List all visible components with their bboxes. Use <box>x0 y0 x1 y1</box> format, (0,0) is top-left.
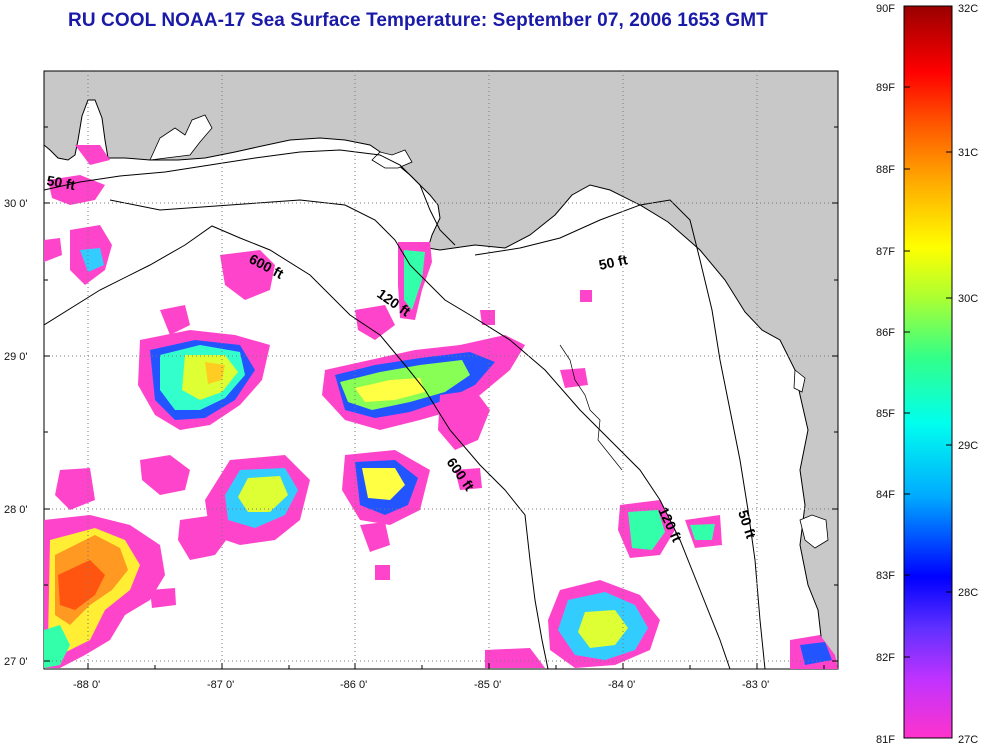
sst-patch <box>75 145 110 165</box>
sst-patch <box>375 565 390 580</box>
sst-patch <box>362 468 405 500</box>
colorbar-gradient <box>903 5 953 739</box>
sst-patch <box>580 290 592 302</box>
sst-patch <box>160 305 190 335</box>
colorbar-f-label: 85F <box>876 408 895 420</box>
sst-patch <box>44 238 62 262</box>
colorbar-f-label: 81F <box>876 734 895 746</box>
land-mass <box>44 71 838 669</box>
bay-inlet <box>793 369 806 393</box>
colorbar-f-label: 83F <box>876 570 895 582</box>
colorbar-f-label: 86F <box>876 327 895 339</box>
lon-label: -85 0' <box>474 679 501 691</box>
sst-patch <box>455 468 482 490</box>
sst-patch <box>404 250 425 310</box>
bay-inlet <box>799 514 829 549</box>
contour-50ft-east <box>474 199 766 669</box>
colorbar-c-label: 31C <box>958 147 978 159</box>
lon-label: -83 0' <box>742 679 769 691</box>
colorbar-c-label: 28C <box>958 587 978 599</box>
lat-label: 27 0' <box>4 656 28 668</box>
colorbar-c-label: 29C <box>958 440 978 452</box>
sst-patch <box>48 175 105 205</box>
colorbar-f-label: 88F <box>876 164 895 176</box>
lat-label: 28 0' <box>4 504 28 516</box>
sst-patch <box>578 610 628 648</box>
sst-patch <box>150 588 176 608</box>
contour-label: 50 ft <box>45 172 76 193</box>
sst-patch <box>355 378 425 402</box>
bay-inlet <box>371 149 413 169</box>
lon-label: -84 0' <box>608 679 635 691</box>
grid-lines <box>44 71 838 669</box>
sst-patch <box>178 515 230 560</box>
contour-600ft <box>44 225 549 669</box>
sst-patch <box>205 362 225 384</box>
colorbar-f-label: 84F <box>876 489 895 501</box>
lat-label: 30 0' <box>4 198 28 210</box>
sst-patch <box>485 648 545 668</box>
colorbar-c-label: 32C <box>958 3 978 15</box>
colorbar-c-label: 30C <box>958 293 978 305</box>
lon-label: -87 0' <box>207 679 234 691</box>
lat-label: 29 0' <box>4 351 28 363</box>
colorbar-f-label: 82F <box>876 652 895 664</box>
sst-patch <box>55 468 95 510</box>
colorbar-ticks <box>904 86 952 658</box>
sst-patch <box>560 368 588 388</box>
contour-label: 50 ft <box>597 251 629 273</box>
sst-patch <box>80 248 104 272</box>
lon-label: -88 0' <box>73 679 100 691</box>
sst-patch <box>58 560 105 610</box>
sst-patch <box>690 524 715 540</box>
colorbar-f-label: 89F <box>876 82 895 94</box>
sst-patch <box>238 476 288 512</box>
sst-patch <box>628 510 665 550</box>
sst-patch <box>44 625 70 668</box>
colorbar: 90F 89F 88F 87F 86F 85F 84F 83F 82F 81F … <box>876 3 978 746</box>
map-title: RU COOL NOAA-17 Sea Surface Temperature:… <box>68 10 768 31</box>
sst-patch <box>480 310 495 325</box>
sst-patch <box>140 455 190 495</box>
axis-ticks <box>44 126 838 669</box>
colorbar-f-label: 90F <box>876 3 895 15</box>
contour-50ft-west <box>44 149 456 246</box>
colorbar-c-label: 27C <box>958 734 978 746</box>
bay-inlet <box>149 114 213 161</box>
sst-patch <box>355 305 395 340</box>
sst-patch <box>360 522 390 552</box>
coastline-detail <box>559 344 623 471</box>
sst-patch <box>220 250 275 300</box>
sst-patch <box>800 642 832 665</box>
sst-patch <box>438 390 490 450</box>
sst-patches <box>44 145 838 669</box>
lon-label: -86 0' <box>340 679 367 691</box>
colorbar-f-label: 87F <box>876 246 895 258</box>
contour-120ft <box>109 199 731 669</box>
